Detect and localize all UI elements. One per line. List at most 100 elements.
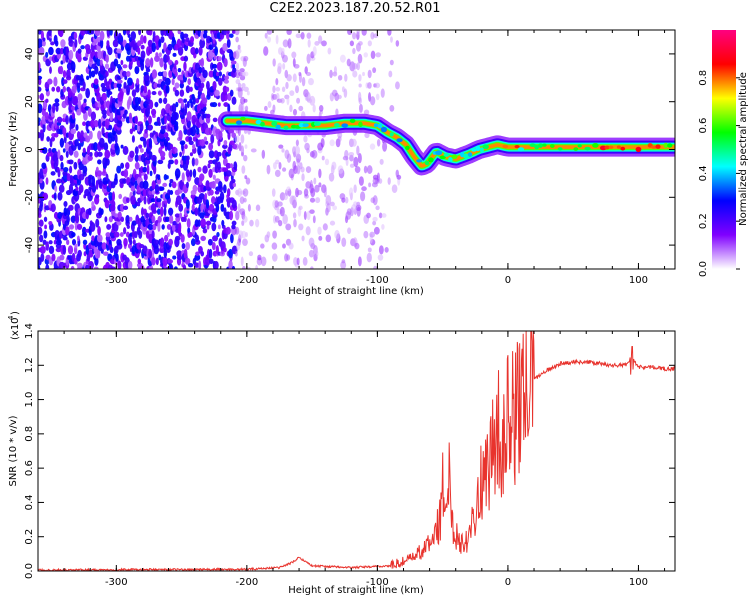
snr-line-layer: [38, 331, 675, 571]
spectrogram-cell: [349, 163, 355, 168]
spectrogram-cell: [139, 148, 144, 153]
spectrogram-cell: [183, 248, 188, 259]
snr-data-point: [631, 356, 632, 357]
spectrogram-cell: [127, 77, 133, 86]
snr-data-point: [463, 545, 464, 546]
spectrogram-cell: [382, 141, 388, 152]
spectrogram-cell: [264, 32, 268, 39]
spectrogram-cell: [91, 70, 96, 78]
spectrogram-cell: [114, 134, 118, 144]
signal-peak: [573, 147, 579, 151]
spectrogram-cell: [357, 256, 362, 267]
signal-peak: [604, 145, 610, 150]
spectrogram-cell: [129, 150, 135, 158]
spectrogram-cell: [144, 74, 150, 82]
signal-peak: [373, 123, 379, 128]
spectrogram-cell: [158, 52, 162, 58]
spectrogram-cell: [216, 232, 220, 238]
spectrogram-cell: [191, 203, 195, 212]
spectrogram-cell: [356, 62, 361, 71]
spectrogram-cell: [186, 155, 190, 161]
spectrogram-cell: [327, 47, 332, 55]
spectrogram-cell: [241, 220, 245, 226]
snr-ticks: -300 -200 -100 0 100 0.0 0.2 0.4 0.6 0.8 1.0 1.2 1.4: [24, 323, 675, 588]
spectrogram-cell: [48, 30, 52, 37]
spectrogram-cell: [227, 103, 231, 114]
spectrogram-cell: [301, 235, 305, 242]
snr-data-point: [432, 540, 433, 541]
spectrogram-cell: [158, 97, 163, 104]
spectrogram-cell: [225, 170, 232, 177]
spectrogram-cell: [191, 157, 196, 167]
snr-multiplier-label: (x10: [10, 317, 21, 340]
spectrogram-cell: [53, 192, 57, 201]
spectrogram-cell: [143, 35, 147, 44]
spectrogram-cell: [157, 215, 162, 223]
spectrogram-y-label: Frequency (Hz): [8, 111, 19, 187]
spectrogram-cell: [109, 30, 113, 36]
spectrogram-cell: [190, 126, 197, 137]
spectrogram-cell: [239, 68, 245, 73]
spectrogram-cell: [378, 212, 383, 219]
spectrogram-cell: [82, 239, 88, 245]
spectrogram-cell: [226, 38, 231, 48]
spectrogram-cell: [315, 250, 319, 257]
spectrogram-cell: [51, 86, 56, 92]
spectrogram-cell: [148, 115, 152, 125]
spectrogram-cell: [360, 191, 366, 202]
spectrogram-cell: [191, 93, 195, 100]
spectrogram-cell: [185, 37, 190, 42]
spectrogram-cell: [194, 219, 199, 228]
spectrogram-cell: [39, 245, 46, 254]
spectrogram-cell: [362, 71, 365, 77]
spectrogram-cell: [200, 30, 206, 41]
snr-data-point: [514, 420, 515, 421]
spectrogram-cell: [352, 70, 358, 78]
spectrogram-cell: [62, 244, 67, 255]
spectrogram-cell: [182, 33, 189, 39]
spectrogram-cell: [166, 232, 170, 237]
spectrogram-cell: [38, 234, 44, 243]
spectrogram-cell: [288, 242, 294, 250]
spectrogram-cell: [281, 148, 285, 153]
spectrogram-cell: [329, 201, 335, 207]
spectrogram-cell: [271, 242, 278, 250]
spectrogram-cells: [38, 30, 402, 269]
spectrogram-cell: [122, 145, 129, 156]
snr-data-point: [573, 361, 574, 362]
spectrogram-cell: [174, 213, 181, 218]
spectrogram-cell: [180, 100, 185, 109]
spectrogram-cell: [65, 115, 69, 125]
spectrogram-cell: [39, 93, 45, 101]
spectrogram-cell: [68, 204, 74, 211]
snr-frame: [37, 330, 676, 572]
spectrogram-cell: [176, 38, 182, 49]
spectrogram-cell: [296, 189, 303, 196]
spectrogram-y-tick-label: -20: [24, 189, 35, 205]
signal-track: [217, 111, 675, 176]
spectrogram-cell: [337, 74, 343, 81]
spectrogram-cell: [38, 75, 43, 80]
spectrogram-cell: [230, 233, 234, 244]
spectrogram-x-tick-label: -200: [236, 275, 259, 286]
spectrogram-cell: [80, 30, 86, 36]
spectrogram-cell: [60, 60, 64, 65]
spectrogram-cell: [178, 222, 182, 232]
spectrogram-cell: [86, 75, 90, 81]
spectrogram-cell: [165, 84, 170, 94]
spectrogram-cell: [278, 219, 283, 227]
spectrogram-cell: [367, 40, 372, 47]
spectrogram-cell: [159, 237, 165, 248]
spectrogram-cell: [134, 124, 138, 131]
signal-peak: [271, 120, 278, 127]
spectrogram-cell: [199, 212, 205, 219]
spectrogram-cell: [211, 101, 218, 108]
spectrogram-cell: [134, 115, 138, 125]
spectrogram-cell: [48, 56, 53, 62]
spectrogram-cell: [212, 235, 219, 242]
spectrogram-cell: [211, 63, 218, 69]
spectrogram-cell: [286, 254, 291, 261]
spectrogram-cell: [107, 91, 113, 96]
spectrogram-cell: [214, 46, 218, 56]
spectrogram-cell: [174, 147, 178, 154]
